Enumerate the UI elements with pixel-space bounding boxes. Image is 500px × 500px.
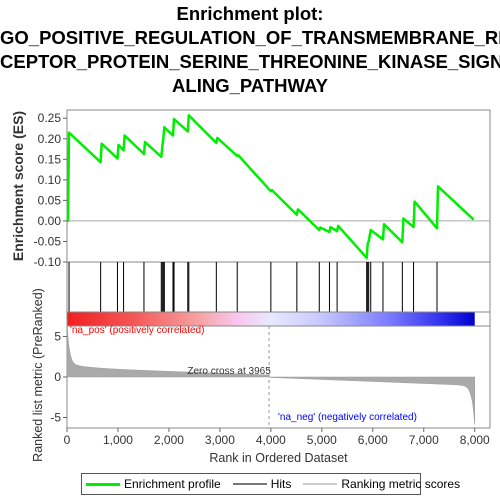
es-ytick-label: -0.10: [34, 255, 62, 269]
metric-ytick-label: 0: [54, 370, 61, 384]
metric-ytick-label: -5: [50, 410, 61, 424]
xtick-label: 0: [64, 433, 71, 447]
pos-label: 'na_pos' (positively correlated): [70, 325, 204, 336]
title-line: CEPTOR_PROTEIN_SERINE_THREONINE_KINASE_S…: [0, 51, 500, 72]
xtick-label: 1,000: [103, 433, 133, 447]
legend-swatch-enrichment: [86, 482, 120, 486]
legend-item-hits: Hits: [232, 477, 292, 491]
es-frame: [66, 109, 491, 263]
hits-frame: [66, 261, 491, 313]
xtick-label: 8,000: [460, 433, 490, 447]
metric-ylabel: Ranked list metric (PreRanked): [31, 288, 45, 462]
neg-label: 'na_neg' (negatively correlated): [278, 412, 417, 423]
xlabel: Rank in Ordered Dataset: [209, 451, 348, 465]
ranking-metric-area: [66, 321, 475, 425]
legend-item-ranking: Ranking metric scores: [303, 477, 460, 491]
hits-panel: [66, 261, 491, 313]
legend-label: Hits: [270, 477, 292, 491]
axes: -0.10 -0.05 0.00 0.05 0.10 0.15 0.20 0.25 Enrich…: [10, 111, 490, 465]
xtick-label: 5,000: [307, 433, 337, 447]
es-ylabel: Enrichment score (ES): [10, 111, 26, 261]
rank-color-bar: [67, 312, 475, 326]
xtick-label: 6,000: [358, 433, 388, 447]
legend-swatch-ranking: [303, 483, 338, 485]
metric-ytick-label: 5: [54, 330, 61, 344]
legend: Enrichment profile Hits Ranking metric s…: [81, 473, 460, 495]
zero-cross-label: Zero cross at 3965: [187, 366, 271, 377]
legend-label: Enrichment profile: [124, 477, 221, 491]
title-line: ALING_PATHWAY: [172, 75, 328, 96]
es-ytick-label: -0.05: [34, 234, 62, 248]
es-ytick-label: 0.10: [38, 173, 62, 187]
es-ytick-label: 0.25: [38, 111, 62, 125]
xtick-label: 7,000: [409, 433, 439, 447]
es-profile-line: [66, 114, 475, 260]
legend-item-enrichment: Enrichment profile: [86, 477, 221, 491]
xtick-label: 2,000: [154, 433, 184, 447]
legend-label: Ranking metric scores: [341, 477, 461, 491]
es-ytick-label: 0.20: [38, 132, 62, 146]
es-panel: [66, 109, 491, 263]
title-line: Enrichment plot:: [176, 3, 324, 24]
es-ytick-label: 0.05: [38, 193, 62, 207]
metric-panel: Zero cross at 3965 'na_pos' (positively c…: [66, 311, 491, 429]
xtick-label: 3,000: [205, 433, 235, 447]
es-ytick-label: 0.00: [38, 214, 62, 228]
chart-title: Enrichment plot: GO_POSITIVE_REGULATION_…: [0, 2, 500, 98]
title-line: GO_POSITIVE_REGULATION_OF_TRANSMEMBRANE_…: [0, 27, 500, 48]
legend-swatch-hits: [232, 483, 267, 485]
xtick-label: 4,000: [256, 433, 286, 447]
es-ytick-label: 0.15: [38, 152, 62, 166]
